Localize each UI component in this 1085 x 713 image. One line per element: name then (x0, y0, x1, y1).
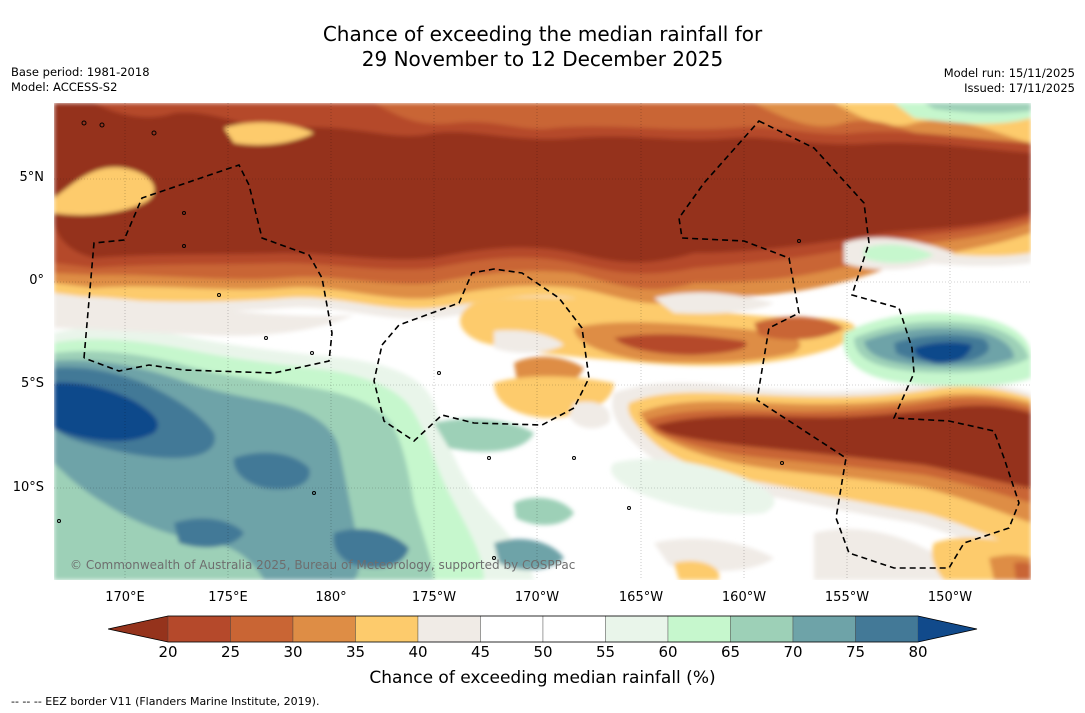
lat-label-5n: 5°N (19, 170, 45, 185)
colorbar-swatch (167, 615, 231, 643)
colorbar-swatch (730, 615, 794, 643)
colorbar-swatch (605, 615, 669, 643)
lon-label-165w: 165°W (618, 590, 664, 605)
lon-label-170w: 170°W (514, 590, 560, 605)
colorbar-extend-high (918, 616, 977, 642)
lon-label-170e: 170°E (105, 590, 145, 605)
colorbar-swatches (108, 615, 977, 643)
lon-label-175w: 175°W (411, 590, 457, 605)
title-line-1: Chance of exceeding the median rainfall … (322, 22, 763, 46)
colorbar-swatch (480, 615, 544, 643)
colorbar-swatch (855, 615, 919, 643)
colorbar-swatch (417, 615, 481, 643)
title-line-2: 29 November to 12 December 2025 (361, 47, 724, 71)
colorbar-tick: 20 (158, 643, 178, 661)
colorbar-tick: 60 (658, 643, 678, 661)
colorbar-tick: 55 (595, 643, 616, 661)
map-title: Chance of exceeding the median rainfall … (0, 22, 1085, 72)
lon-label-160w: 160°W (721, 590, 767, 605)
colorbar-tick: 30 (283, 643, 303, 661)
colorbar-extend-low (108, 616, 168, 642)
model-run: Model run: 15/11/2025 (943, 66, 1075, 80)
lat-label-0: 0° (29, 273, 44, 288)
colorbar-swatch (792, 615, 856, 643)
lon-label-175e: 175°E (208, 590, 248, 605)
colorbar-swatch (292, 615, 356, 643)
colorbar-tick: 40 (408, 643, 428, 661)
eez-borders (83, 120, 1020, 569)
lon-label-155w: 155°W (824, 590, 870, 605)
copyright-notice: © Commonwealth of Australia 2025, Bureau… (70, 558, 576, 572)
islands (57, 120, 801, 560)
colorbar-tick: 25 (220, 643, 241, 661)
colorbar-tick: 35 (345, 643, 366, 661)
eez-legend-footer: -- -- -- EEZ border V11 (Flanders Marine… (11, 695, 320, 708)
colorbar-tick: 80 (908, 643, 928, 661)
run-info: Model run: 15/11/2025 Issued: 17/11/2025 (944, 66, 1075, 96)
rainfall-map: © Commonwealth of Australia 2025, Bureau… (54, 103, 1031, 580)
colorbar-tick: 45 (470, 643, 491, 661)
rainfall-map-canvas (54, 103, 1031, 580)
colorbar-tick: 75 (845, 643, 866, 661)
colorbar-title: Chance of exceeding median rainfall (%) (369, 668, 716, 688)
lon-label-180: 180° (315, 590, 347, 605)
colorbar-swatch (230, 615, 294, 643)
colorbar-tick: 70 (783, 643, 803, 661)
colorbar-swatch (355, 615, 419, 643)
colorbar-outline (108, 615, 978, 643)
rainfall-contours (54, 103, 1031, 580)
lon-label-150w: 150°W (927, 590, 973, 605)
issued-date: Issued: 17/11/2025 (964, 81, 1075, 95)
colorbar-swatch (542, 615, 606, 643)
lat-label-10s: 10°S (12, 480, 44, 495)
graticule (54, 103, 1031, 580)
colorbar-tick: 65 (720, 643, 741, 661)
base-period: Base period: 1981-2018 (11, 65, 150, 79)
colorbar (108, 615, 978, 643)
lat-label-5s: 5°S (20, 376, 44, 391)
model-name: Model: ACCESS-S2 (11, 80, 118, 94)
colorbar-tick: 50 (533, 643, 553, 661)
base-info: Base period: 1981-2018 Model: ACCESS-S2 (11, 65, 150, 95)
colorbar-swatch (667, 615, 731, 643)
